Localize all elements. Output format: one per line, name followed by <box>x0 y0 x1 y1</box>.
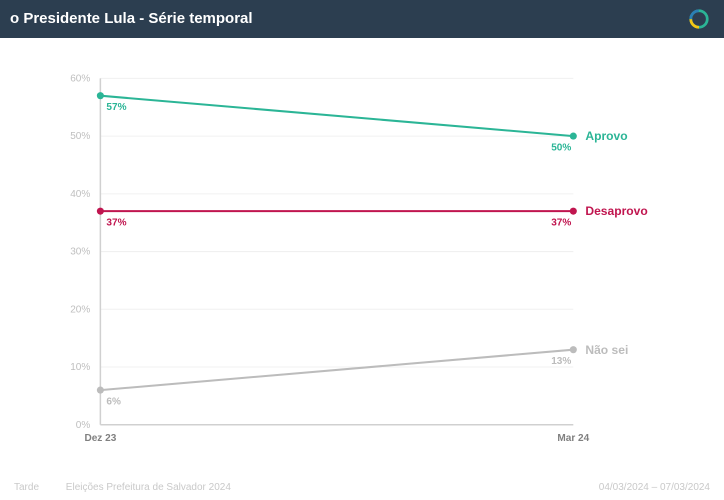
line-chart: 0% 10% 20% 30% 40% 50% 60% Dez 23 Mar 24 57% 50% Ap… <box>40 58 684 466</box>
footer-source-1: Tarde <box>14 482 39 493</box>
chart-container: 0% 10% 20% 30% 40% 50% 60% Dez 23 Mar 24 57% 50% Ap… <box>0 38 724 476</box>
svg-text:40%: 40% <box>70 188 90 199</box>
page-title: o Presidente Lula - Série temporal <box>0 10 253 27</box>
footer-source-2: Eleições Prefeitura de Salvador 2024 <box>66 482 231 493</box>
svg-text:30%: 30% <box>70 246 90 257</box>
svg-text:60%: 60% <box>70 73 90 84</box>
footer-left: Tarde Eleições Prefeitura de Salvador 20… <box>14 482 255 493</box>
svg-text:20%: 20% <box>70 304 90 315</box>
svg-text:Desaprovo: Desaprovo <box>585 204 647 218</box>
svg-text:Dez 23: Dez 23 <box>84 433 116 444</box>
svg-text:0%: 0% <box>76 419 91 430</box>
svg-text:37%: 37% <box>106 217 126 228</box>
svg-text:Aprovo: Aprovo <box>585 129 627 143</box>
svg-text:Mar 24: Mar 24 <box>557 433 589 444</box>
header-bar: o Presidente Lula - Série temporal <box>0 0 724 38</box>
svg-text:57%: 57% <box>106 101 126 112</box>
footer-bar: Tarde Eleições Prefeitura de Salvador 20… <box>0 475 724 500</box>
svg-text:Não sei: Não sei <box>585 342 628 356</box>
svg-text:10%: 10% <box>70 362 90 373</box>
svg-text:37%: 37% <box>551 217 571 228</box>
svg-text:13%: 13% <box>551 355 571 366</box>
brand-logo-icon <box>688 8 710 30</box>
footer-date-range: 04/03/2024 – 07/03/2024 <box>599 482 710 493</box>
svg-text:50%: 50% <box>551 142 571 153</box>
svg-text:6%: 6% <box>106 396 121 407</box>
svg-text:50%: 50% <box>70 131 90 142</box>
